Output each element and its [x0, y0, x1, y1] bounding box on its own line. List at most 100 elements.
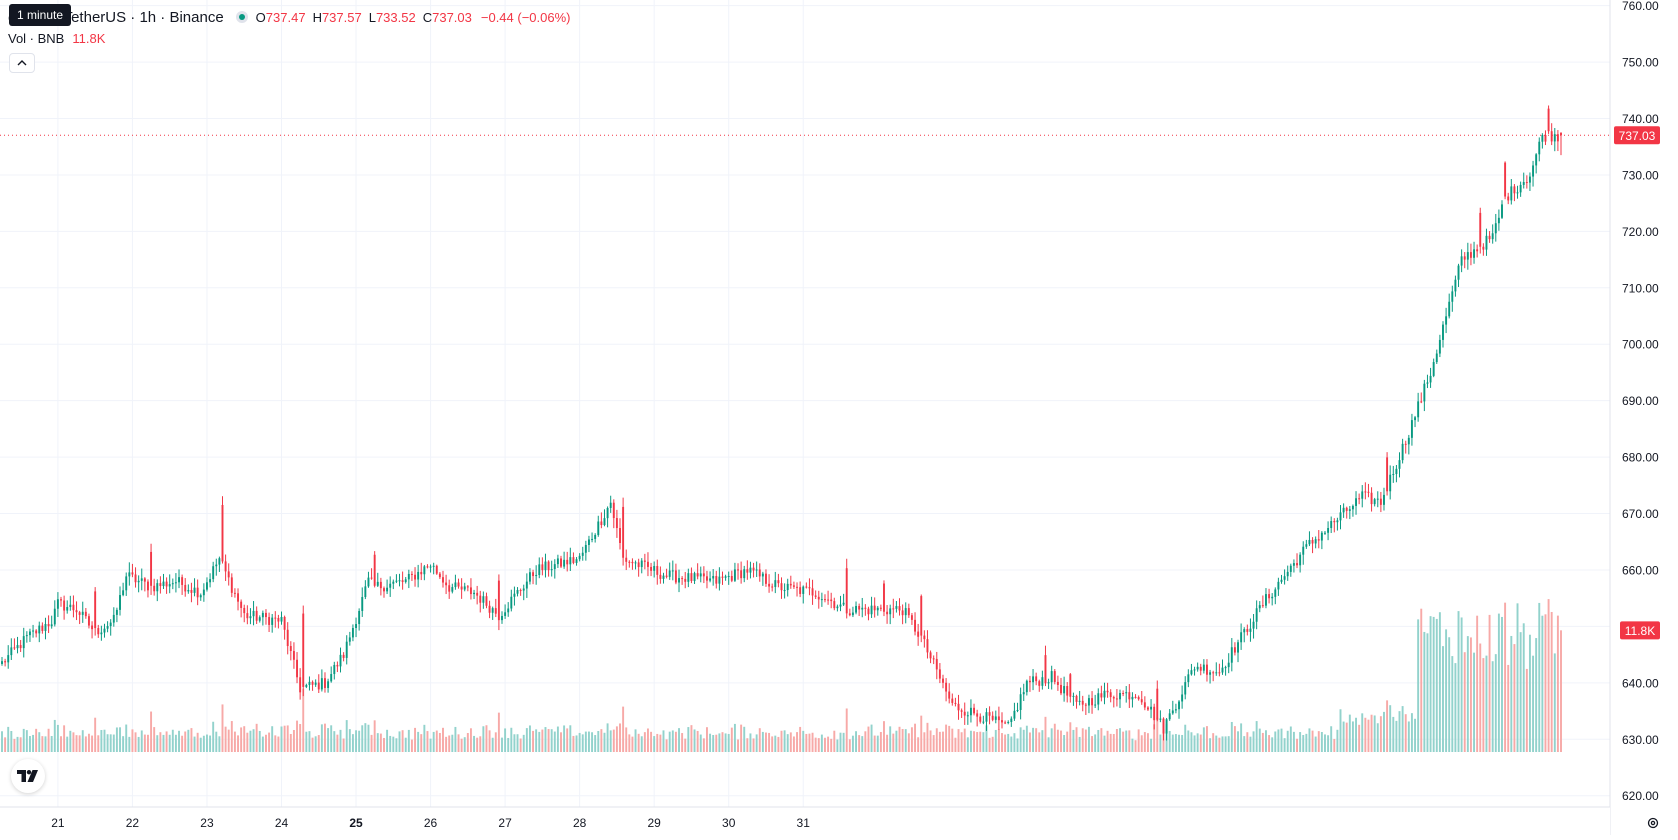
candle-body	[873, 605, 876, 611]
volume-bar	[1429, 616, 1432, 752]
volume-bar	[432, 731, 435, 752]
volume-bar	[851, 735, 854, 752]
candle-body	[824, 599, 826, 601]
volume-bar	[1553, 653, 1556, 752]
candle-body	[445, 582, 448, 586]
candle-body	[162, 581, 165, 587]
candle-body	[206, 582, 208, 590]
volume-bar	[765, 732, 767, 752]
volume-bar	[1032, 727, 1035, 752]
candle-body	[1218, 672, 1221, 674]
candle-body	[783, 590, 786, 592]
candle-body	[233, 592, 236, 594]
candle-body	[69, 604, 72, 608]
candle-body	[1224, 667, 1227, 669]
candle-body	[1063, 686, 1066, 694]
volume-bar	[75, 735, 78, 752]
volume-bar	[665, 739, 668, 752]
volume-bar	[1367, 719, 1370, 752]
tradingview-logo-icon[interactable]	[11, 759, 45, 793]
volume-bar	[249, 730, 252, 752]
candle-body	[53, 608, 56, 625]
candle-body	[727, 576, 730, 578]
volume-bar	[1560, 630, 1562, 752]
gear-icon[interactable]	[1645, 815, 1661, 831]
volume-bar	[650, 731, 653, 752]
candle-body	[811, 588, 814, 596]
candle-body	[603, 518, 606, 526]
candle-body	[1056, 681, 1059, 685]
collapse-legend-button[interactable]	[9, 53, 35, 73]
volume-bar	[442, 727, 444, 752]
candle-body	[22, 636, 25, 649]
volume-bar	[808, 733, 811, 752]
candle-body	[97, 628, 100, 635]
candle-body	[969, 707, 972, 716]
volume-bar	[94, 717, 97, 752]
candle-body	[749, 567, 752, 573]
volume-bar	[420, 734, 423, 752]
volume-bar	[407, 729, 410, 752]
volume-bar	[914, 723, 917, 752]
volume-bar	[1053, 723, 1056, 752]
volume-bar	[1159, 734, 1162, 752]
candle-body	[1156, 688, 1159, 720]
volume-bar	[1190, 732, 1193, 752]
volume-bar	[1258, 728, 1261, 752]
volume-bar	[752, 738, 755, 752]
candle-body	[1097, 693, 1100, 705]
volume-bar	[938, 731, 941, 752]
candle-body	[423, 566, 426, 575]
candle-body	[1479, 212, 1482, 247]
volume-bar	[1438, 612, 1441, 752]
candle-body	[876, 607, 879, 611]
candle-body	[765, 573, 767, 584]
candle-body	[920, 596, 923, 636]
volume-bar	[833, 730, 836, 752]
candle-body	[1473, 249, 1476, 258]
volume-bar	[709, 733, 712, 752]
candle-body	[202, 589, 205, 596]
volume-bar	[1128, 730, 1131, 752]
candle-body	[432, 565, 435, 567]
volume-bar	[482, 726, 485, 752]
volume-bar	[1119, 728, 1121, 752]
volume-bar	[358, 730, 361, 752]
candle-body	[370, 577, 373, 579]
volume-bar	[1004, 734, 1007, 752]
candle-body	[442, 577, 444, 583]
candle-body	[786, 583, 789, 591]
volume-bar	[637, 733, 640, 752]
volume-bar	[97, 735, 100, 752]
volume-bar	[845, 708, 848, 752]
candle-body	[796, 586, 798, 588]
candle-body	[1227, 662, 1230, 668]
candle-body	[957, 703, 960, 711]
volume-bar	[600, 729, 603, 752]
candle-body	[715, 576, 718, 584]
volume-bar	[1081, 728, 1084, 752]
candle-body	[1277, 581, 1280, 590]
candle-body	[1181, 694, 1184, 702]
candle-body	[1383, 494, 1385, 505]
candle-body	[631, 561, 634, 564]
volume-bar	[653, 736, 656, 752]
candle-body	[367, 577, 370, 587]
candle-body	[643, 560, 646, 562]
candle-body	[165, 581, 168, 587]
volume-bar	[578, 732, 581, 752]
candle-body	[1150, 706, 1153, 710]
candle-body	[1339, 512, 1342, 521]
volume-bar	[904, 729, 907, 752]
volume-legend[interactable]: Vol · BNB 11.8K	[8, 31, 105, 46]
volume-bar	[1528, 634, 1531, 752]
candle-body	[1420, 401, 1423, 403]
candle-body	[597, 521, 600, 535]
volume-bar	[47, 728, 50, 752]
candle-body	[1435, 353, 1438, 363]
volume-bar	[1386, 700, 1389, 752]
volume-bar	[973, 731, 976, 752]
candle-body	[308, 681, 311, 685]
